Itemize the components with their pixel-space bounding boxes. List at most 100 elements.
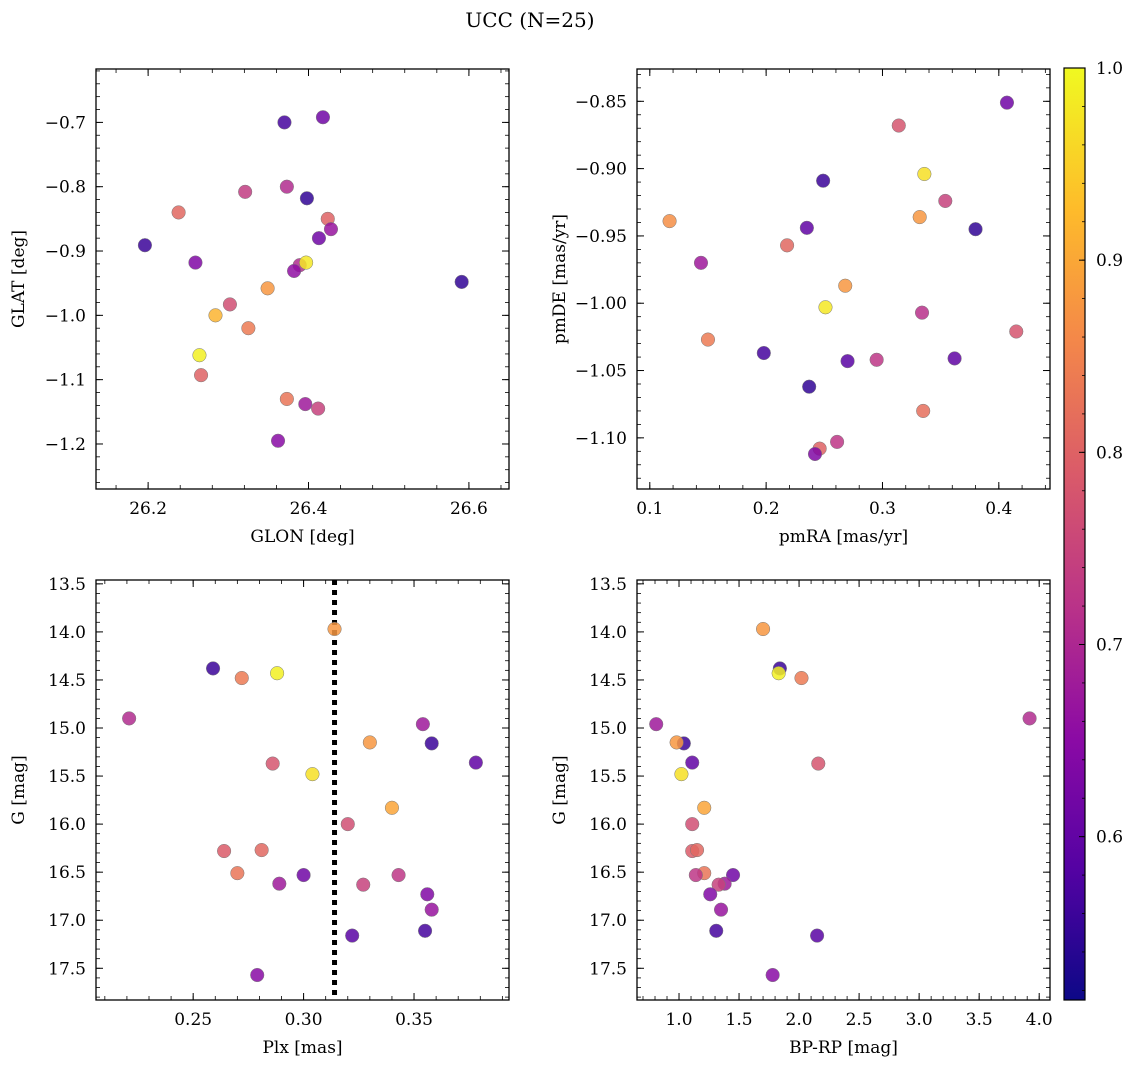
- panel-3: 0.25 0.30 0.35 13.5 14.0 14.5 15.0 15.5 16.0 16.5…: [9, 575, 510, 1058]
- data-point: [693, 255, 709, 270]
- data-point: [418, 923, 433, 938]
- panel-2: 0.1 0.2 0.3 0.4 −1.10 −1.05 −1.00 −0.95 −0.90 −0.…: [550, 68, 1051, 547]
- data-point: [914, 305, 930, 320]
- y-tick-label: 15.0: [48, 719, 86, 739]
- x-tick-label: 3.0: [906, 1010, 933, 1030]
- data-point: [208, 308, 223, 323]
- data-point: [254, 843, 269, 858]
- y-axis-label: G [mag]: [9, 755, 29, 824]
- axes-frame: [636, 68, 1051, 490]
- data-point: [917, 166, 932, 182]
- data-point: [1009, 324, 1024, 339]
- x-axis-label: BP-RP [mag]: [789, 1038, 898, 1058]
- colorbar-tick-label: 0.9: [1096, 251, 1123, 271]
- data-point: [765, 967, 780, 983]
- data-point: [222, 297, 237, 312]
- x-tick-label: 26.4: [290, 499, 328, 519]
- data-point: [238, 184, 253, 199]
- data-point: [891, 118, 906, 133]
- panel-1: 26.2 26.4 26.6 −1.2 −1.1 −1.0 −0.9 −0.8 −0.7 GLON…: [9, 68, 510, 547]
- figure-title: UCC (N=25): [465, 8, 594, 32]
- data-point: [260, 281, 275, 296]
- data-point: [340, 817, 355, 832]
- data-point: [234, 670, 249, 686]
- x-tick-label: 0.25: [174, 1010, 212, 1030]
- x-tick-label: 2.5: [846, 1010, 873, 1030]
- x-tick-label: 0.3: [869, 499, 896, 519]
- data-point: [287, 263, 302, 279]
- axes-frame: [95, 579, 510, 1001]
- x-tick-label: 0.1: [636, 499, 663, 519]
- y-axis-label: GLAT [deg]: [9, 230, 29, 328]
- data-point: [838, 278, 853, 293]
- data-point: [669, 735, 684, 750]
- y-tick-label: 17.0: [589, 911, 627, 931]
- y-tick-label: 17.5: [589, 959, 627, 979]
- data-point: [1022, 711, 1037, 726]
- data-point: [780, 238, 795, 253]
- data-point: [250, 967, 265, 983]
- data-point: [811, 756, 826, 771]
- data-point: [968, 222, 983, 237]
- data-point: [454, 274, 469, 289]
- x-tick-label: 26.2: [129, 499, 167, 519]
- data-point: [674, 767, 689, 782]
- data-point: [794, 670, 809, 686]
- data-point: [420, 887, 435, 902]
- y-tick-label: 16.5: [589, 863, 627, 883]
- data-point: [362, 735, 377, 750]
- data-point: [241, 321, 256, 336]
- panel-4: 1.0 1.5 2.0 2.5 3.0 3.5 4.0 13.5 14.0 14.5 15.0 15.…: [550, 575, 1053, 1058]
- data-point: [468, 755, 483, 770]
- y-tick-label: −0.9: [45, 242, 86, 262]
- y-tick-label: 15.5: [589, 767, 627, 787]
- y-tick-label: −1.2: [45, 435, 86, 455]
- data-point: [725, 868, 741, 883]
- data-point: [709, 923, 724, 938]
- y-tick-label: 16.0: [589, 815, 627, 835]
- data-point: [662, 214, 677, 229]
- data-point: [311, 401, 326, 416]
- panels: 26.2 26.4 26.6 −1.2 −1.1 −1.0 −0.9 −0.8 −0.7 GLON…: [9, 68, 1053, 1058]
- y-tick-label: −1.05: [575, 362, 627, 382]
- data-point: [947, 351, 962, 366]
- data-point: [424, 736, 439, 751]
- data-point: [415, 717, 430, 732]
- x-tick-label: 2.0: [786, 1010, 813, 1030]
- x-tick-label: 0.35: [395, 1010, 433, 1030]
- data-point: [192, 348, 207, 363]
- data-point: [345, 928, 360, 943]
- data-point: [272, 876, 287, 891]
- data-point: [818, 300, 833, 315]
- data-point: [299, 255, 314, 270]
- y-tick-label: −0.95: [575, 227, 627, 247]
- data-point: [270, 433, 286, 448]
- colorbar-tick-label: 0.7: [1096, 635, 1123, 655]
- y-tick-label: 13.5: [589, 575, 627, 595]
- y-tick-label: 17.0: [48, 911, 86, 931]
- x-tick-label: 26.6: [450, 499, 488, 519]
- x-tick-label: 1.0: [665, 1010, 692, 1030]
- data-point: [298, 397, 313, 412]
- data-point: [327, 621, 342, 637]
- data-point: [713, 902, 729, 917]
- y-tick-label: −0.8: [45, 178, 86, 198]
- data-point: [912, 210, 927, 225]
- data-point: [122, 711, 137, 726]
- x-tick-label: 0.30: [285, 1010, 323, 1030]
- y-axis-label: G [mag]: [550, 755, 570, 824]
- data-point: [771, 666, 786, 681]
- data-point: [279, 391, 294, 407]
- data-point: [685, 817, 700, 832]
- y-tick-label: 14.5: [589, 671, 627, 691]
- y-tick-label: −1.1: [45, 371, 86, 391]
- data-point: [391, 868, 406, 883]
- data-point: [299, 191, 314, 206]
- x-tick-label: 0.2: [753, 499, 780, 519]
- colorbar-gradient: [1063, 67, 1086, 1001]
- y-tick-label: 15.0: [589, 719, 627, 739]
- data-point: [206, 661, 221, 676]
- y-tick-label: 14.5: [48, 671, 86, 691]
- data-point: [756, 345, 771, 361]
- data-point: [938, 193, 953, 208]
